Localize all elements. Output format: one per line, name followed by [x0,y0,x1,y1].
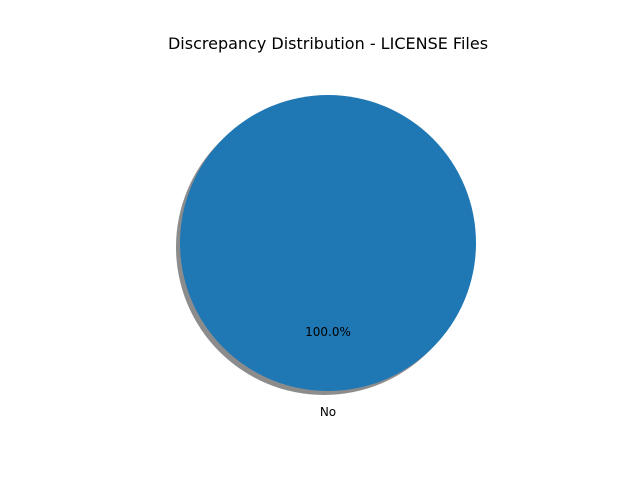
chart-title: Discrepancy Distribution - LICENSE Files [168,34,488,53]
slice-label: No [320,405,336,419]
pie-slice-no [180,95,476,391]
slice-percent-label: 100.0% [305,325,351,339]
pie-group: No 100.0% [176,95,476,419]
